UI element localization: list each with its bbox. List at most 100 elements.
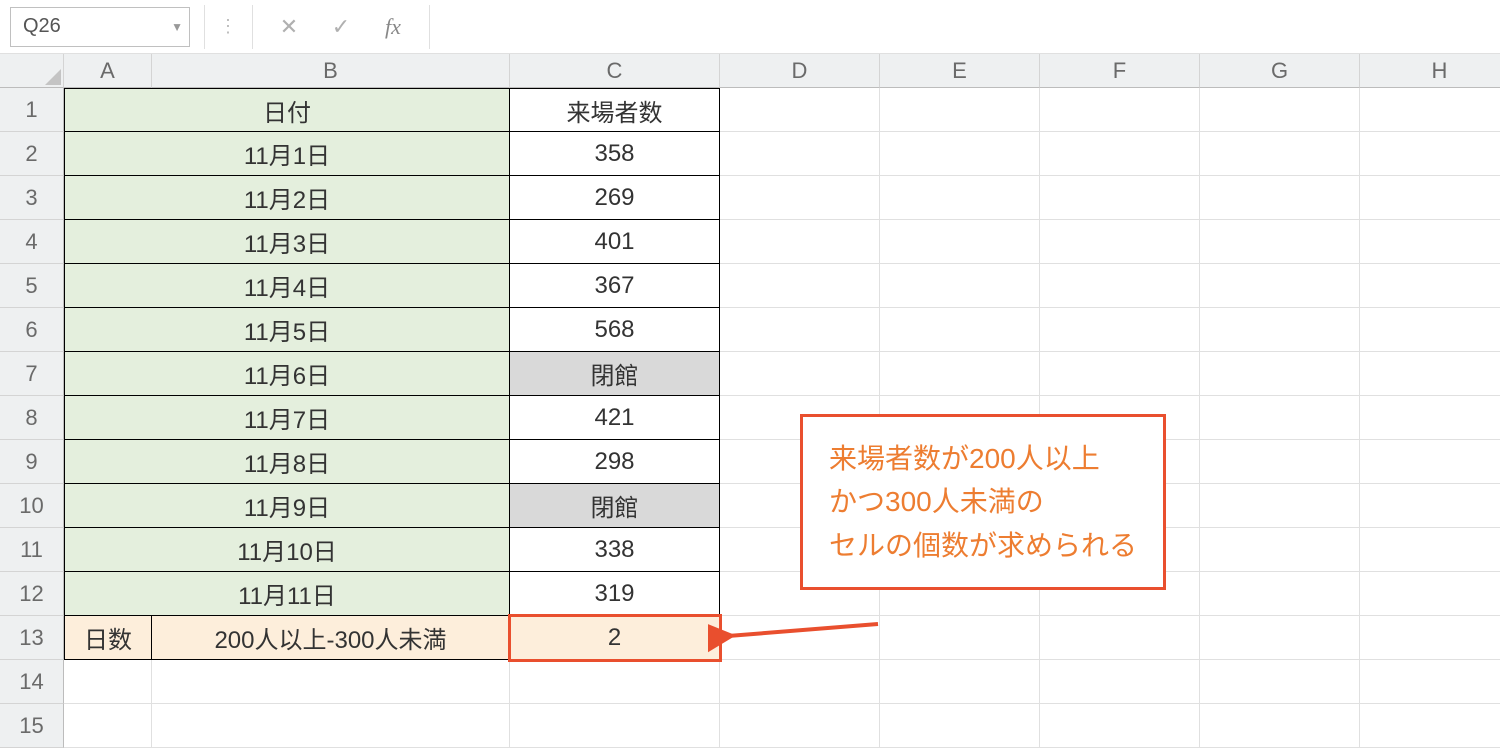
visitors-cell[interactable]: 319	[510, 572, 720, 616]
cell[interactable]	[720, 308, 880, 352]
cell[interactable]	[880, 660, 1040, 704]
cell[interactable]	[1200, 660, 1360, 704]
cell[interactable]	[1360, 308, 1500, 352]
cell[interactable]	[880, 616, 1040, 660]
column-header[interactable]: B	[152, 54, 510, 88]
cell[interactable]	[720, 132, 880, 176]
cell[interactable]	[1360, 176, 1500, 220]
cell[interactable]	[1040, 352, 1200, 396]
cell[interactable]	[1200, 616, 1360, 660]
row-header[interactable]: 14	[0, 660, 64, 704]
select-all-corner[interactable]	[0, 54, 64, 88]
cell[interactable]	[1040, 176, 1200, 220]
column-header[interactable]: E	[880, 54, 1040, 88]
cell[interactable]	[1200, 132, 1360, 176]
cell[interactable]	[1040, 220, 1200, 264]
summary-label-b[interactable]: 200人以上-300人未満	[152, 616, 510, 660]
cell[interactable]	[1360, 88, 1500, 132]
visitors-cell[interactable]: 閉館	[510, 484, 720, 528]
column-header[interactable]: D	[720, 54, 880, 88]
cell[interactable]	[1360, 132, 1500, 176]
cell[interactable]	[1360, 572, 1500, 616]
cell[interactable]	[720, 220, 880, 264]
column-header[interactable]: H	[1360, 54, 1500, 88]
row-header[interactable]: 3	[0, 176, 64, 220]
name-box[interactable]: Q26 ▼	[10, 7, 190, 47]
cell[interactable]	[1360, 704, 1500, 748]
cell[interactable]	[1040, 616, 1200, 660]
cancel-icon[interactable]: ✕	[267, 5, 311, 49]
cell[interactable]	[1360, 396, 1500, 440]
cell[interactable]	[1200, 220, 1360, 264]
row-header[interactable]: 15	[0, 704, 64, 748]
visitors-cell[interactable]: 298	[510, 440, 720, 484]
cell[interactable]	[880, 308, 1040, 352]
cell[interactable]	[1360, 220, 1500, 264]
date-cell[interactable]: 11月5日	[64, 308, 510, 352]
date-cell[interactable]: 11月10日	[64, 528, 510, 572]
cell[interactable]	[1040, 308, 1200, 352]
column-header[interactable]: G	[1200, 54, 1360, 88]
cell[interactable]	[152, 660, 510, 704]
cell[interactable]	[880, 176, 1040, 220]
date-cell[interactable]: 11月6日	[64, 352, 510, 396]
visitors-cell[interactable]: 338	[510, 528, 720, 572]
cell[interactable]	[1200, 484, 1360, 528]
row-header[interactable]: 9	[0, 440, 64, 484]
cell[interactable]	[1200, 528, 1360, 572]
cell[interactable]	[1200, 572, 1360, 616]
cell[interactable]	[880, 352, 1040, 396]
cell[interactable]	[1360, 660, 1500, 704]
cell[interactable]	[880, 264, 1040, 308]
cell[interactable]	[1360, 264, 1500, 308]
cell[interactable]	[720, 660, 880, 704]
row-header[interactable]: 8	[0, 396, 64, 440]
column-header[interactable]: C	[510, 54, 720, 88]
formula-input[interactable]	[444, 7, 1490, 47]
cell[interactable]	[1360, 352, 1500, 396]
cell[interactable]	[1200, 352, 1360, 396]
cell[interactable]	[510, 660, 720, 704]
row-header[interactable]: 10	[0, 484, 64, 528]
cell[interactable]	[1040, 132, 1200, 176]
cell[interactable]	[1040, 264, 1200, 308]
cell[interactable]	[880, 132, 1040, 176]
row-header[interactable]: 4	[0, 220, 64, 264]
cell[interactable]	[1360, 616, 1500, 660]
cell[interactable]	[1200, 308, 1360, 352]
cell[interactable]	[1200, 176, 1360, 220]
date-cell[interactable]: 11月4日	[64, 264, 510, 308]
date-cell[interactable]: 11月3日	[64, 220, 510, 264]
cell[interactable]	[720, 264, 880, 308]
visitors-cell[interactable]: 367	[510, 264, 720, 308]
visitors-cell[interactable]: 401	[510, 220, 720, 264]
row-header[interactable]: 7	[0, 352, 64, 396]
cell[interactable]	[1200, 440, 1360, 484]
cell[interactable]	[1040, 88, 1200, 132]
cell[interactable]	[720, 704, 880, 748]
row-header[interactable]: 1	[0, 88, 64, 132]
row-header[interactable]: 11	[0, 528, 64, 572]
cell[interactable]	[1360, 484, 1500, 528]
visitors-cell[interactable]: 568	[510, 308, 720, 352]
cell[interactable]	[152, 704, 510, 748]
cell[interactable]	[880, 704, 1040, 748]
enter-icon[interactable]: ✓	[319, 5, 363, 49]
row-header[interactable]: 13	[0, 616, 64, 660]
cell[interactable]	[510, 704, 720, 748]
cell[interactable]	[1360, 528, 1500, 572]
visitors-cell[interactable]: 358	[510, 132, 720, 176]
summary-result[interactable]: 2	[510, 616, 720, 660]
visitors-cell[interactable]: 269	[510, 176, 720, 220]
cell[interactable]	[64, 660, 152, 704]
cell[interactable]	[720, 88, 880, 132]
row-header[interactable]: 5	[0, 264, 64, 308]
cell[interactable]	[64, 704, 152, 748]
visitors-cell[interactable]: 421	[510, 396, 720, 440]
row-header[interactable]: 2	[0, 132, 64, 176]
column-header[interactable]: F	[1040, 54, 1200, 88]
date-cell[interactable]: 11月11日	[64, 572, 510, 616]
fx-icon[interactable]: fx	[371, 5, 415, 49]
name-box-dropdown-icon[interactable]: ▼	[171, 20, 183, 34]
column-header[interactable]: A	[64, 54, 152, 88]
